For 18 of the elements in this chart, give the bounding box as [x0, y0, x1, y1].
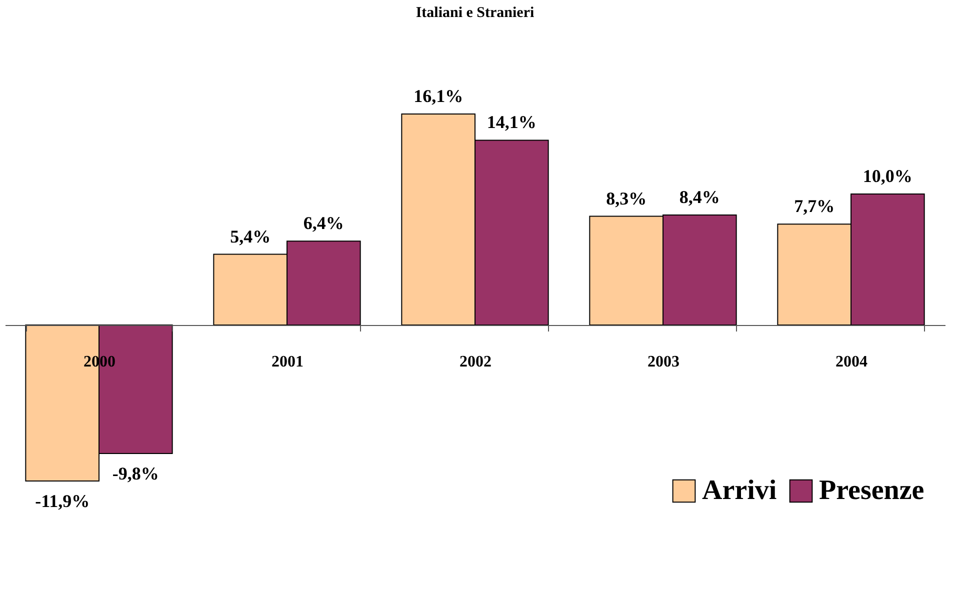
x-tick-label: 2004 — [836, 354, 868, 371]
x-tick-label: 2002 — [460, 354, 492, 371]
data-label: -11,9% — [35, 490, 90, 511]
data-label: 6,4% — [303, 213, 344, 234]
chart-title: Italiani e Stranieri — [416, 5, 534, 21]
data-label: 10,0% — [862, 166, 912, 186]
legend-label: Presenze — [819, 475, 924, 506]
data-label: 8,3% — [606, 188, 647, 208]
data-label: -9,8% — [112, 463, 159, 484]
data-label: 14,1% — [486, 112, 536, 132]
x-tick-label: 2003 — [648, 354, 680, 371]
legend-label: Arrivi — [702, 475, 777, 506]
x-tick-label: 2000 — [84, 354, 116, 371]
x-tick-label: 2001 — [272, 354, 304, 371]
data-label: 16,1% — [414, 86, 464, 106]
data-label: 8,4% — [679, 186, 720, 207]
data-label: 5,4% — [230, 226, 271, 246]
data-label: 7,7% — [794, 196, 835, 216]
